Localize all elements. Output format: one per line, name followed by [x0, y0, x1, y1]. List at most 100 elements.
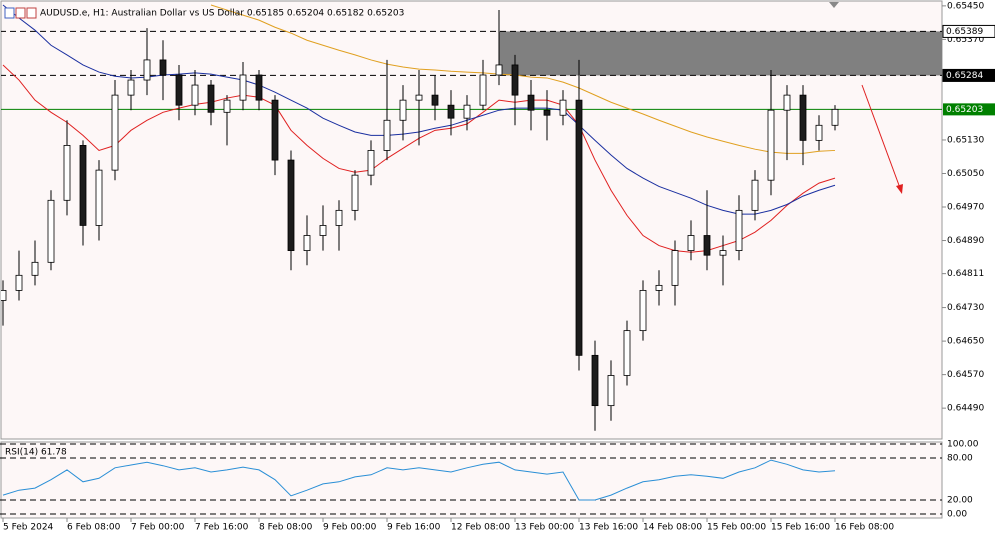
candle-body	[111, 94, 119, 171]
candle-body	[655, 284, 663, 291]
candle-body	[287, 159, 295, 251]
chart-title: AUDUSD.e, H1: Australian Dollar vs US Do…	[40, 9, 404, 19]
rsi-tick-label: 80.00	[947, 454, 973, 464]
candle-body	[639, 289, 647, 332]
candle-body	[415, 94, 423, 101]
candle-body	[367, 150, 375, 176]
rsi-plot	[0, 443, 942, 515]
candle-body	[463, 104, 471, 119]
x-tick-label: 9 Feb 00:00	[323, 523, 377, 533]
x-tick-label: 13 Feb 00:00	[515, 523, 574, 533]
level-label: 0.65389	[946, 27, 983, 37]
candle-body	[447, 104, 455, 119]
y-tick-label: 0.65130	[947, 135, 984, 145]
x-tick-label: 13 Feb 16:00	[579, 523, 638, 533]
level-label-box	[942, 24, 995, 38]
x-tick-label: 15 Feb 16:00	[771, 523, 830, 533]
rsi-tick-label: 100.00	[947, 440, 979, 450]
candle-body	[815, 124, 823, 141]
candle-body	[95, 169, 103, 226]
x-tick-label: 7 Feb 00:00	[131, 523, 185, 533]
moving-average	[210, 4, 836, 154]
candle-body	[543, 109, 551, 116]
candle-body	[15, 274, 23, 291]
candle-body	[399, 99, 407, 121]
candle-body	[175, 74, 183, 106]
candle-body	[335, 209, 343, 226]
rsi-line	[2, 459, 836, 501]
y-tick-label: 0.64890	[947, 236, 984, 246]
candle-body	[47, 199, 55, 263]
candle-body	[767, 109, 775, 181]
candle-body	[799, 94, 807, 141]
y-tick-label: 0.64811	[947, 269, 984, 279]
bid-label: 0.65203	[946, 105, 983, 115]
candle-body	[719, 250, 727, 256]
y-tick-label: 0.64970	[947, 203, 984, 213]
level-label: 0.65284	[946, 71, 983, 81]
candle-body	[351, 174, 359, 211]
candle-body	[239, 74, 247, 101]
y-tick-label: 0.64490	[947, 404, 984, 414]
candle-body	[495, 64, 503, 76]
y-tick-label: 0.64650	[947, 337, 984, 347]
candle-body	[143, 59, 151, 81]
x-tick-label: 5 Feb 2024	[3, 523, 54, 533]
candle-body	[127, 79, 135, 96]
candle-body	[303, 235, 311, 251]
x-tick-label: 9 Feb 16:00	[387, 523, 441, 533]
rsi-label: RSI(14) 61.78	[5, 448, 67, 458]
candle-body	[623, 330, 631, 376]
y-tick-label: 0.65050	[947, 169, 984, 179]
candle-body	[607, 375, 615, 407]
y-tick-label: 0.64570	[947, 370, 984, 380]
candle-body	[31, 261, 39, 276]
candle-body	[575, 99, 583, 356]
x-tick-label: 16 Feb 08:00	[835, 523, 894, 533]
level-label-box	[942, 68, 995, 82]
candle-body	[223, 99, 231, 113]
candle-body	[207, 84, 215, 113]
scroll-marker	[829, 2, 839, 8]
main-plot	[1, 4, 942, 431]
rsi-tick-label: 0.00	[947, 510, 967, 520]
x-tick-label: 15 Feb 00:00	[707, 523, 766, 533]
candle-body	[63, 145, 71, 201]
rsi-tick-label: 20.00	[947, 496, 973, 506]
candle-body	[671, 250, 679, 286]
bid-label-box	[943, 103, 995, 116]
x-tick-label: 6 Feb 08:00	[67, 523, 121, 533]
candle-body	[687, 235, 695, 251]
candle-body	[191, 84, 199, 106]
candle-body	[479, 74, 487, 106]
candle-body	[511, 64, 519, 96]
forecast-arrow	[861, 84, 903, 194]
y-tick-label: 0.65450	[947, 1, 984, 11]
y-tick-label: 0.65370	[947, 35, 984, 45]
x-tick-label: 14 Feb 08:00	[643, 523, 702, 533]
y-tick-label: 0.64730	[947, 303, 984, 313]
candle-body	[831, 108, 839, 126]
candle-body	[783, 94, 791, 111]
candle-body	[255, 74, 263, 101]
candle-body	[559, 99, 567, 116]
candle-body	[431, 94, 439, 106]
supply-zone	[499, 31, 942, 76]
candle-body	[159, 59, 167, 76]
rsi-pane	[0, 441, 943, 519]
candle-body	[735, 209, 743, 251]
candle-body	[527, 94, 535, 111]
candle-body	[703, 235, 711, 256]
x-tick-label: 8 Feb 08:00	[259, 523, 313, 533]
x-tick-label: 12 Feb 08:00	[451, 523, 510, 533]
candle-body	[271, 99, 279, 161]
candle-body	[383, 119, 391, 151]
candle-body	[751, 179, 759, 211]
candle-body	[79, 145, 87, 226]
candle-body	[1, 289, 7, 301]
symbol-icon	[4, 7, 37, 19]
candle-body	[319, 225, 327, 236]
candle-body	[591, 354, 599, 407]
